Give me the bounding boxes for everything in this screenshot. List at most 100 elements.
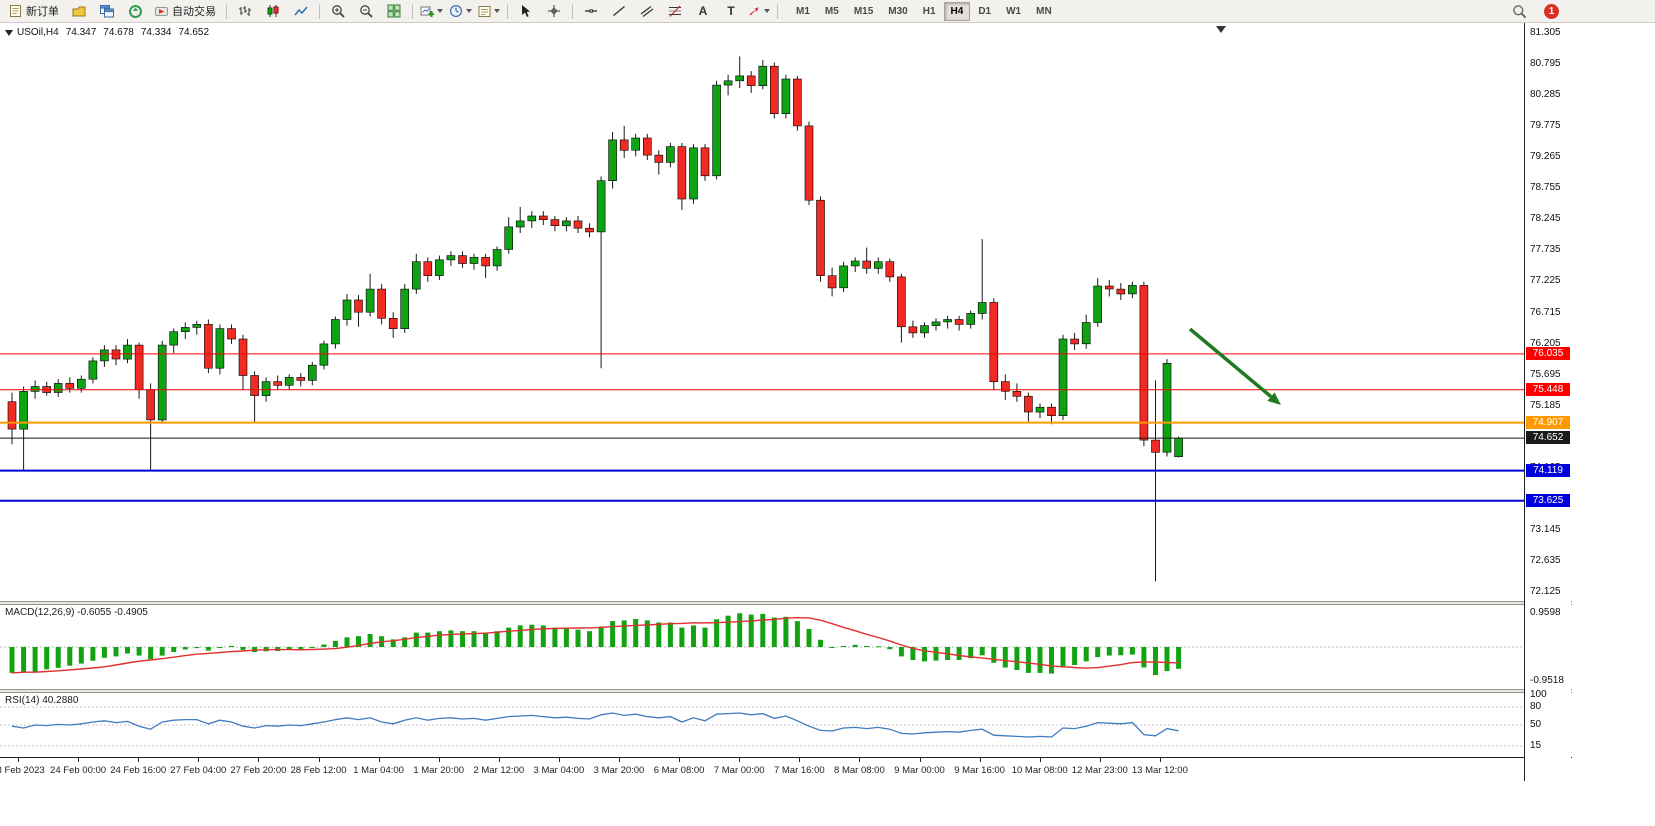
- chart-high-value: 74.678: [103, 27, 134, 38]
- search-button[interactable]: [1506, 1, 1532, 21]
- time-axis-tick: [138, 758, 140, 762]
- rsi-scale-label: 50: [1530, 719, 1542, 730]
- toolbar-separator: [572, 3, 573, 19]
- chart-low-value: 74.334: [140, 27, 172, 38]
- profiles-button[interactable]: [66, 1, 92, 21]
- price-axis-label: 78.755: [1530, 182, 1561, 194]
- market-watch-icon: [100, 5, 114, 18]
- time-axis-tick: [438, 758, 440, 762]
- panel-splitter[interactable]: [0, 601, 1572, 605]
- timeframe-button-m15[interactable]: M15: [853, 5, 874, 17]
- timeframe-button-w1[interactable]: W1: [1006, 5, 1022, 17]
- zoom-in-button[interactable]: [325, 1, 351, 21]
- template-button[interactable]: [476, 1, 502, 21]
- new-chart-button[interactable]: [418, 1, 445, 21]
- macd-label: MACD(12,26,9) -0.6055 -0.4905: [5, 607, 148, 618]
- cursor-tool-button[interactable]: [513, 1, 539, 21]
- timeframe-button-h1[interactable]: H1: [922, 5, 936, 17]
- price-axis-label: 76.205: [1530, 337, 1561, 349]
- timeframe-button-mn[interactable]: MN: [1036, 5, 1052, 17]
- price-axis-label: 72.635: [1530, 554, 1561, 566]
- rsi-plot[interactable]: [0, 693, 1524, 757]
- time-axis-label: 3 Mar 20:00: [593, 765, 645, 776]
- tile-windows-icon: [387, 4, 401, 18]
- timeframe-button-d1[interactable]: D1: [978, 5, 992, 17]
- time-axis-tick: [78, 758, 80, 762]
- navigator-button[interactable]: [122, 1, 148, 21]
- notification-badge[interactable]: 1: [1544, 3, 1559, 19]
- candlestick-plot[interactable]: [0, 23, 1524, 601]
- arrow-shapes-icon: [749, 7, 759, 16]
- clock-icon: [449, 4, 463, 18]
- toolbar-separator: [412, 3, 413, 19]
- fibonacci-tool-button[interactable]: [662, 1, 688, 21]
- time-axis-tick: [1159, 758, 1161, 762]
- price-axis-label: 75.185: [1530, 399, 1561, 411]
- time-axis-label: 24 Feb 00:00: [50, 765, 107, 776]
- time-axis-tick: [919, 758, 921, 762]
- macd-scale-label: -0.9518: [1530, 675, 1564, 686]
- timeframe-button-h4[interactable]: H4: [943, 1, 971, 21]
- chart-shift-marker[interactable]: [1216, 26, 1226, 33]
- macd-panel[interactable]: MACD(12,26,9) -0.6055 -0.4905: [0, 605, 1524, 689]
- toolbar-separator: [226, 3, 227, 19]
- time-axis-label: 9 Mar 00:00: [894, 765, 945, 776]
- crosshair-tool-button[interactable]: [541, 1, 567, 21]
- macd-plot[interactable]: [0, 605, 1524, 689]
- rsi-scale-label: 15: [1530, 740, 1542, 751]
- search-icon: [1512, 4, 1526, 18]
- line-chart-button[interactable]: [288, 1, 314, 21]
- trendline-tool-button[interactable]: [606, 1, 632, 21]
- time-axis-tick: [198, 758, 200, 762]
- macd-scale-label: 0.9598: [1530, 607, 1561, 618]
- bar-chart-button[interactable]: [232, 1, 258, 21]
- rsi-panel[interactable]: RSI(14) 40.2880: [0, 693, 1524, 757]
- time-axis-tick: [979, 758, 981, 762]
- period-button[interactable]: [447, 1, 474, 21]
- candlestick-chart-button[interactable]: [260, 1, 286, 21]
- price-axis-label: 80.795: [1530, 58, 1561, 70]
- text-tool-icon: A: [698, 4, 708, 18]
- new-order-button[interactable]: 新订单: [4, 1, 64, 21]
- time-axis-tick: [18, 758, 19, 762]
- time-axis-tick: [558, 758, 560, 762]
- timeframe-button-m30[interactable]: M30: [888, 5, 908, 17]
- arrows-tool-button[interactable]: [746, 1, 772, 21]
- time-axis-label: 8 Mar 08:00: [834, 765, 885, 776]
- one-click-trading-toggle[interactable]: [3, 27, 14, 38]
- text-tool-button[interactable]: A: [690, 1, 716, 21]
- zoom-out-button[interactable]: [353, 1, 379, 21]
- trendline-icon: [613, 5, 625, 17]
- label-tool-button[interactable]: T: [718, 1, 744, 21]
- label-tool-icon: T: [727, 4, 735, 18]
- top-toolbar: 新订单 自动交易: [0, 0, 1655, 23]
- time-axis-tick: [739, 758, 741, 762]
- time-axis-label: 7 Mar 00:00: [713, 765, 765, 776]
- timeframe-button-m5[interactable]: M5: [824, 5, 839, 17]
- price-scale[interactable]: 81.305 80.795 80.285 79.775 79.265 78.755 78.2…: [1524, 23, 1571, 781]
- market-watch-button[interactable]: [94, 1, 120, 21]
- auto-trading-button[interactable]: 自动交易: [150, 1, 221, 21]
- main-chart-panel[interactable]: USOil,H4 74.347 74.678 74.334 74.652: [0, 23, 1524, 601]
- chevron-down-icon: [4, 29, 13, 36]
- panel-splitter[interactable]: [0, 689, 1572, 693]
- time-axis-label: 24 Feb 16:00: [110, 765, 167, 776]
- candlestick-chart-icon: [267, 5, 279, 17]
- fibonacci-icon: [669, 5, 681, 17]
- time-axis-label: 3 Mar 04:00: [533, 765, 585, 776]
- horizontal-line-tool-button[interactable]: [578, 1, 604, 21]
- time-axis-label: 7 Mar 16:00: [773, 765, 825, 776]
- rsi-scale-label: 80: [1530, 701, 1542, 712]
- timeframe-button-m1[interactable]: M1: [796, 5, 810, 17]
- time-axis-label: 27 Feb 04:00: [170, 765, 227, 776]
- channel-icon: [640, 5, 654, 17]
- tile-windows-button[interactable]: [381, 1, 407, 21]
- rsi-scale-label: 100: [1530, 689, 1547, 700]
- price-axis-label: 81.305: [1530, 27, 1561, 38]
- price-axis-label: 76.715: [1530, 306, 1561, 318]
- channel-tool-button[interactable]: [634, 1, 660, 21]
- price-tag: 74.119: [1526, 463, 1570, 477]
- price-tag: 74.907: [1526, 415, 1570, 429]
